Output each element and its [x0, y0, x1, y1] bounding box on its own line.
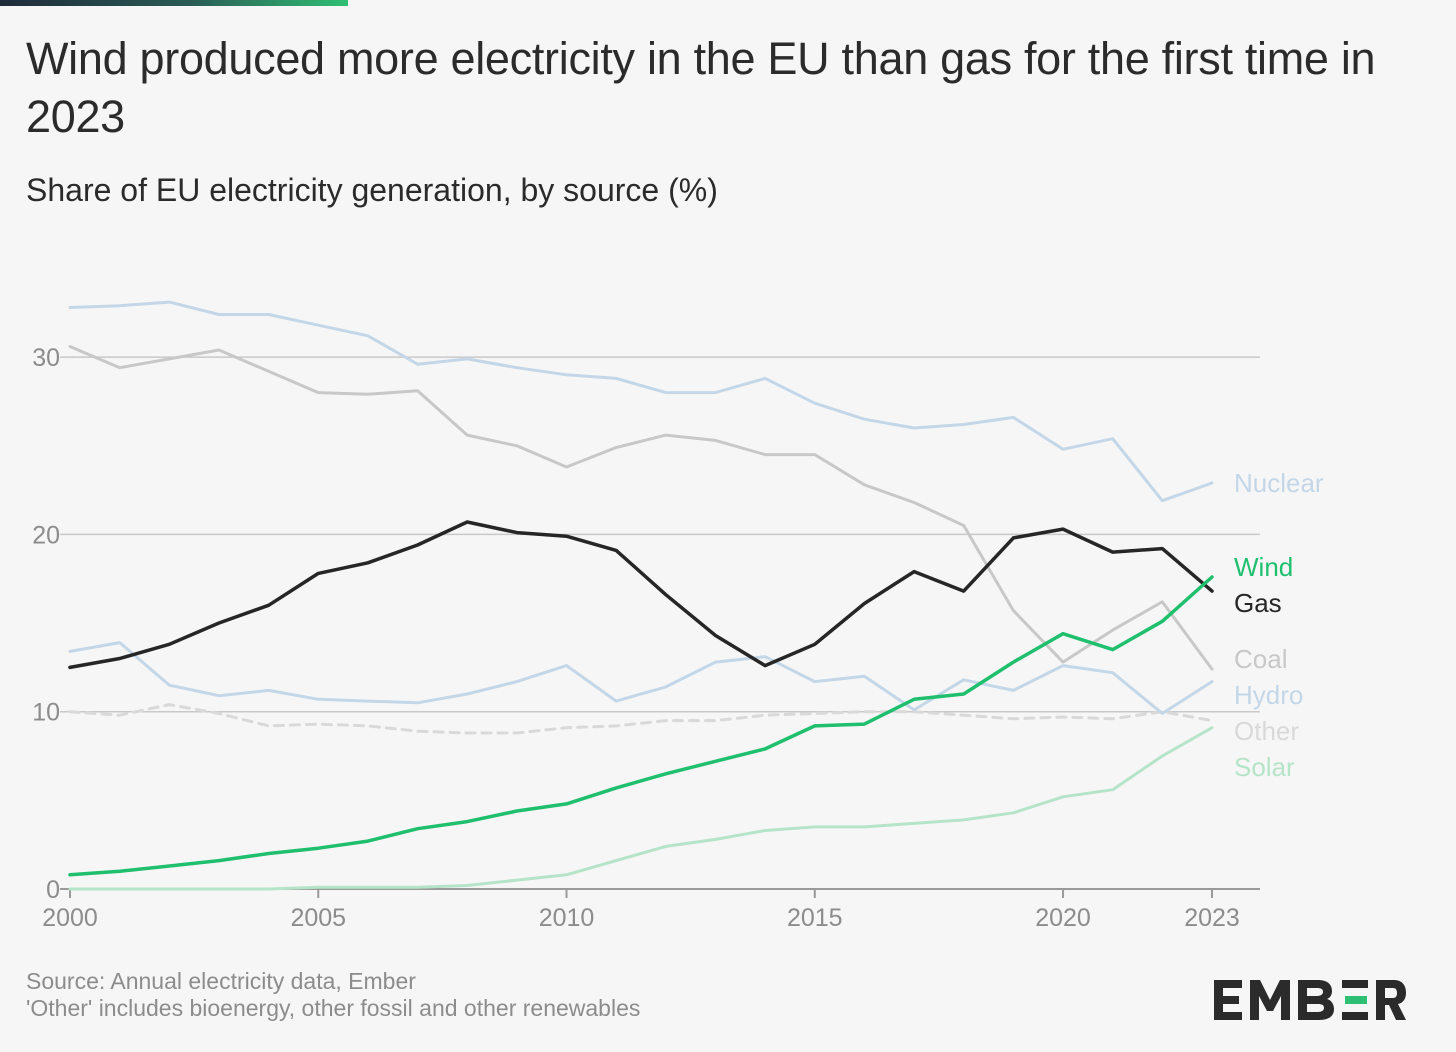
series-lines — [68, 300, 1214, 891]
series-label-wind: Wind — [1234, 552, 1293, 582]
x-tick-label: 2023 — [1184, 904, 1240, 932]
series-label-hydro: Hydro — [1234, 680, 1303, 710]
series-line-hydro — [68, 641, 1214, 715]
series-line-solar — [68, 726, 1214, 891]
chart-footer: Source: Annual electricity data, Ember '… — [26, 968, 640, 1022]
y-tick-label: 10 — [32, 699, 60, 727]
series-label-nuclear: Nuclear — [1234, 468, 1324, 498]
y-tick-label: 20 — [32, 521, 60, 549]
series-labels: Nuclear Wind Gas Coal Hydro Other Solar — [1234, 468, 1324, 782]
x-axis: 2000 2005 2010 2015 2020 2023 — [42, 889, 1240, 932]
x-tick-label: 2020 — [1035, 904, 1091, 932]
series-label-other: Other — [1234, 716, 1299, 746]
x-tick-label: 2010 — [539, 904, 595, 932]
series-label-coal: Coal — [1234, 644, 1287, 674]
top-accent-bar — [0, 0, 348, 6]
series-line-gas — [68, 520, 1214, 670]
x-tick-label: 2005 — [290, 904, 346, 932]
series-line-other — [68, 703, 1214, 735]
series-label-solar: Solar — [1234, 752, 1295, 782]
x-tick-label: 2000 — [42, 904, 98, 932]
series-line-nuclear — [68, 300, 1214, 503]
x-tick-label: 2015 — [787, 904, 843, 932]
y-tick-label: 0 — [46, 876, 60, 904]
ember-logo — [1212, 978, 1406, 1029]
series-label-gas: Gas — [1234, 588, 1282, 618]
chart-title: Wind produced more electricity in the EU… — [26, 33, 1376, 142]
series-line-coal — [68, 345, 1214, 671]
series-line-wind — [68, 575, 1214, 877]
y-tick-label: 30 — [32, 344, 60, 372]
ember-wordmark-icon — [1214, 980, 1406, 1020]
source-note: Source: Annual electricity data, Ember — [26, 968, 416, 994]
grid-lines — [60, 356, 1260, 890]
other-note: 'Other' includes bioenergy, other fossil… — [26, 995, 641, 1021]
chart-subtitle: Share of EU electricity generation, by s… — [26, 172, 718, 208]
y-axis-ticks: 0 10 20 30 — [32, 344, 60, 904]
